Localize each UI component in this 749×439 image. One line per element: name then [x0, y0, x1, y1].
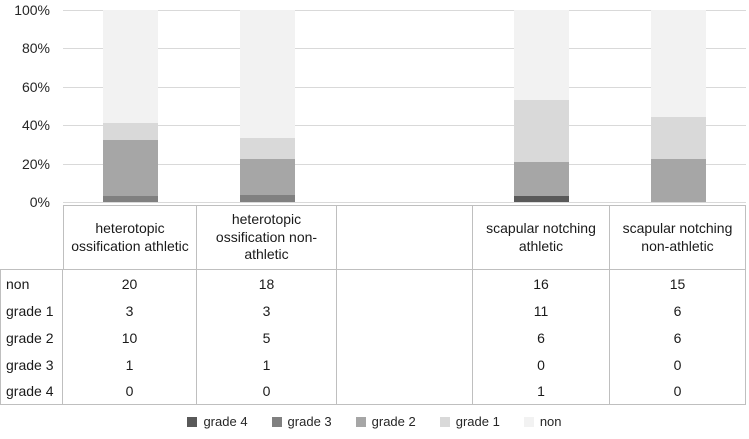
data-table: heterotopic ossification athletic heterot… [0, 205, 746, 405]
bar-segment-grade-4 [514, 196, 569, 202]
legend-item: non [523, 414, 562, 429]
row-label: grade 1 [0, 297, 63, 324]
bar-segment-non [514, 10, 569, 101]
table-corner-cell [0, 205, 63, 270]
legend-label: grade 1 [455, 414, 500, 429]
bar-segment-grade-2 [239, 159, 295, 195]
table-value-cell: 1 [197, 351, 337, 378]
table-value-cell: 6 [473, 324, 610, 351]
bar-column [610, 10, 746, 202]
table-value-cell: 10 [63, 324, 197, 351]
legend-swatch-icon [187, 416, 198, 427]
table-column-header [337, 205, 473, 270]
table-column-header: heterotopic ossification non-athletic [197, 205, 337, 270]
y-tick-label: 80% [21, 40, 50, 57]
table-value-cell: 16 [473, 270, 610, 297]
row-label: non [0, 270, 63, 297]
gridline [63, 10, 746, 11]
legend-item: grade 2 [355, 414, 416, 429]
bar-column [197, 10, 337, 202]
table-value-cell: 0 [610, 378, 746, 405]
legend-item: grade 4 [187, 414, 248, 429]
table-value-cell: 0 [610, 351, 746, 378]
table-value-cell: 1 [63, 351, 197, 378]
table-value-cell: 15 [610, 270, 746, 297]
stacked-bar [650, 10, 706, 202]
bar-segment-non [650, 10, 706, 117]
gridline [63, 125, 746, 127]
bar-columns [63, 10, 746, 202]
table-value-cell: 0 [63, 378, 197, 405]
bar-segment-non [239, 10, 295, 139]
y-axis: 0% 20% 40% 60% 80% 100% [0, 0, 52, 212]
bar-segment-grade-1 [102, 122, 158, 140]
legend-item: grade 3 [271, 414, 332, 429]
table-column-header: scapular notching athletic [473, 205, 610, 270]
stacked-bar [102, 10, 158, 202]
table-value-cell: 3 [63, 297, 197, 324]
bar-segment-grade-1 [650, 116, 706, 160]
table-column-header: heterotopic ossification athletic [63, 205, 197, 270]
table-value-cell: 3 [197, 297, 337, 324]
bar-segment-grade-1 [239, 138, 295, 160]
table-value-cell: 0 [473, 351, 610, 378]
bar-segment-grade-2 [514, 162, 569, 197]
legend-swatch-icon [271, 416, 282, 427]
legend-label: grade 3 [287, 414, 332, 429]
bar-segment-grade-3 [239, 194, 295, 202]
table-column-header: scapular notching non-athletic [610, 205, 746, 270]
gridline [63, 48, 746, 50]
y-tick-label: 100% [14, 2, 50, 18]
table-value-cell [337, 297, 473, 324]
plot-area [63, 10, 746, 203]
row-label: grade 3 [0, 351, 63, 378]
gridline [63, 163, 746, 165]
table-value-cell [337, 378, 473, 405]
table-value-cell: 18 [197, 270, 337, 297]
table-value-cell: 11 [473, 297, 610, 324]
chart-legend: grade 4 grade 3 grade 2 grade 1 non [0, 414, 749, 429]
table-value-cell [337, 351, 473, 378]
y-tick-label: 20% [21, 155, 50, 172]
legend-swatch-icon [439, 416, 450, 427]
legend-label: grade 4 [203, 414, 248, 429]
bar-segment-grade-1 [514, 100, 569, 163]
bar-segment-non [102, 10, 158, 123]
table-value-cell: 20 [63, 270, 197, 297]
legend-swatch-icon [355, 416, 366, 427]
bar-column [473, 10, 610, 202]
legend-swatch-icon [523, 416, 534, 427]
legend-label: non [539, 414, 562, 429]
y-tick-label: 40% [21, 117, 50, 134]
table-value-cell: 5 [197, 324, 337, 351]
gridline [63, 202, 746, 203]
row-label: grade 4 [0, 378, 63, 405]
gridline [63, 86, 746, 88]
table-value-cell: 6 [610, 324, 746, 351]
table-value-cell: 1 [473, 378, 610, 405]
table-value-cell [337, 270, 473, 297]
row-label: grade 2 [0, 324, 63, 351]
y-tick-label: 0% [29, 194, 50, 210]
table-value-cell [337, 324, 473, 351]
bar-segment-grade-2 [102, 139, 158, 197]
stacked-bar [514, 10, 569, 202]
legend-item: grade 1 [439, 414, 500, 429]
legend-label: grade 2 [371, 414, 416, 429]
bar-segment-grade-2 [650, 159, 706, 202]
bar-segment-grade-3 [102, 196, 158, 202]
bar-column [337, 10, 473, 202]
bar-column [63, 10, 197, 202]
table-value-cell: 0 [197, 378, 337, 405]
y-tick-label: 60% [21, 78, 50, 95]
stacked-bar [239, 10, 295, 202]
table-value-cell: 6 [610, 297, 746, 324]
